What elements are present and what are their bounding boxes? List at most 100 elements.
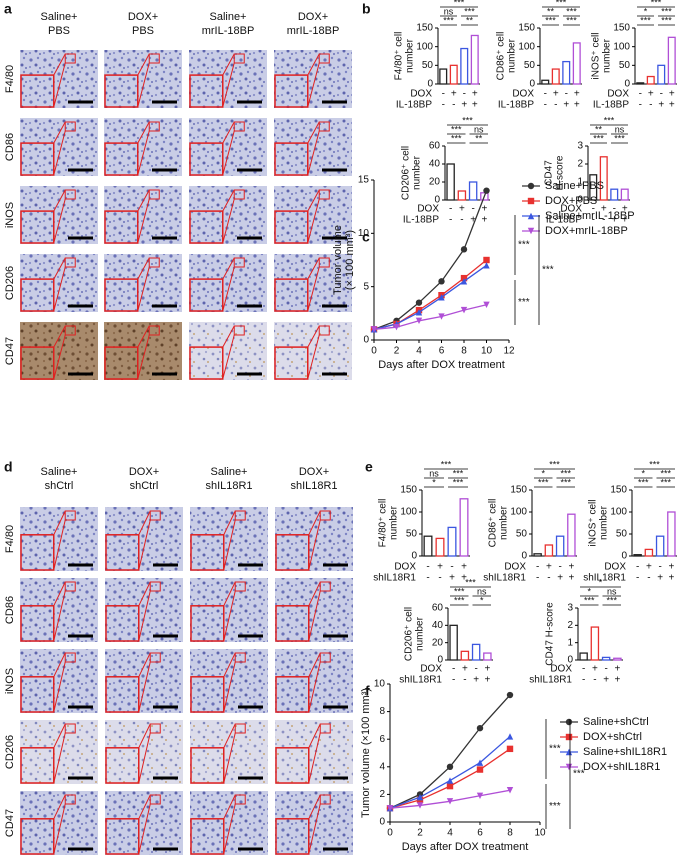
condition-sign: - [604, 664, 607, 675]
y-tick-label: 8 [379, 706, 385, 717]
zoom-line [138, 652, 151, 678]
y-tick-label: 2 [567, 620, 573, 631]
y-tick-label: 100 [416, 41, 433, 52]
y-tick-label: 0 [427, 79, 433, 90]
condition-sign: + [669, 89, 675, 100]
bar [470, 34, 479, 85]
zoom-line [222, 325, 235, 348]
significance-label: *** [614, 133, 625, 143]
roi-box [234, 723, 246, 734]
roi-box [233, 189, 245, 200]
y-tick-label: 20 [432, 637, 444, 648]
roi-box [148, 325, 160, 336]
condition-sign: + [568, 573, 574, 584]
roi-box [149, 794, 161, 805]
column-header: Saline+ [40, 11, 77, 23]
zoom-line [308, 590, 321, 642]
y-tick-label: 40 [429, 159, 441, 170]
bar [435, 537, 445, 557]
significance-label: ns [444, 6, 454, 16]
condition-sign: + [451, 89, 457, 100]
condition-sign: + [481, 204, 487, 215]
zoom-line [307, 325, 320, 348]
column-header: mrIL-18BP [202, 25, 255, 37]
zoom-line [223, 794, 236, 820]
bar [460, 47, 469, 85]
significance-label: ns [429, 468, 439, 478]
zoom-line [307, 266, 320, 312]
condition-sign: - [554, 100, 557, 111]
condition-sign: + [592, 664, 598, 675]
bar [599, 156, 608, 201]
inset [20, 534, 55, 571]
panel-label: e [365, 459, 373, 475]
x-tick-label: 0 [387, 828, 393, 839]
zoom-line [308, 510, 321, 536]
y-axis-label: CD86⁺ cell [488, 499, 499, 548]
inset [105, 534, 140, 571]
y-axis-label: number [602, 38, 613, 73]
y-tick-label: 5 [363, 281, 369, 292]
condition-sign: - [639, 89, 642, 100]
significance-label: *** [556, 0, 567, 7]
row-label: CD86 [4, 596, 16, 624]
x-tick-label: 2 [417, 828, 423, 839]
marker [416, 793, 424, 801]
condition-sign: - [442, 100, 445, 111]
condition-sign: + [658, 100, 664, 111]
column-header: DOX+ [128, 11, 158, 23]
row-label: CD47 [4, 809, 16, 837]
bar [449, 624, 458, 661]
zoom-line [223, 803, 236, 855]
zoom-line [137, 334, 150, 380]
marker [438, 294, 445, 301]
bar [655, 535, 665, 557]
marker [527, 182, 535, 190]
condition-sign: + [461, 573, 467, 584]
inset [190, 605, 225, 642]
column-header: Saline+ [210, 466, 247, 478]
y-tick-label: 15 [358, 175, 370, 186]
significance-label: *** [518, 297, 530, 308]
y-axis-label: CD86⁺ cell [496, 32, 507, 81]
significance-label: *** [451, 133, 462, 143]
bar [446, 163, 455, 201]
significance-label: *** [465, 577, 476, 587]
condition-sign: - [639, 100, 642, 111]
bar [610, 188, 619, 201]
significance-label: *** [638, 477, 649, 487]
significance-label: *** [566, 6, 577, 16]
y-tick-label: 20 [429, 177, 441, 188]
marker [565, 748, 573, 756]
marker [476, 724, 484, 732]
condition-sign: - [582, 675, 585, 686]
condition-sign: - [450, 562, 453, 573]
condition-sign: - [592, 204, 595, 215]
significance-label: *** [462, 115, 473, 125]
y-axis-label: F4/80⁺ cell [378, 499, 389, 548]
roi-box [64, 652, 76, 663]
significance-label: *** [549, 801, 561, 812]
y-tick-label: 100 [610, 507, 627, 518]
zoom-line [223, 510, 236, 536]
y-tick-label: 150 [610, 485, 627, 496]
legend-label: Saline+shCtrl [583, 716, 649, 728]
inset [20, 74, 55, 108]
zoom-line [53, 652, 66, 678]
y-axis-label: Tumor volume [332, 225, 344, 295]
condition-sign: + [553, 89, 559, 100]
roi-box [64, 53, 76, 64]
column-header: Saline+ [40, 466, 77, 478]
marker [565, 733, 573, 741]
condition-sign: - [544, 100, 547, 111]
zoom-line [308, 723, 321, 749]
roi-box [233, 121, 245, 132]
condition-sign: + [574, 100, 580, 111]
y-axis-label: Tumor volume (×100 mm³) [360, 688, 372, 818]
row-label: CD86 [4, 133, 16, 161]
bar [644, 548, 654, 557]
column-header: shCtrl [130, 480, 159, 492]
zoom-line [137, 198, 150, 244]
condition-sign: + [669, 100, 675, 111]
bar [667, 36, 676, 85]
